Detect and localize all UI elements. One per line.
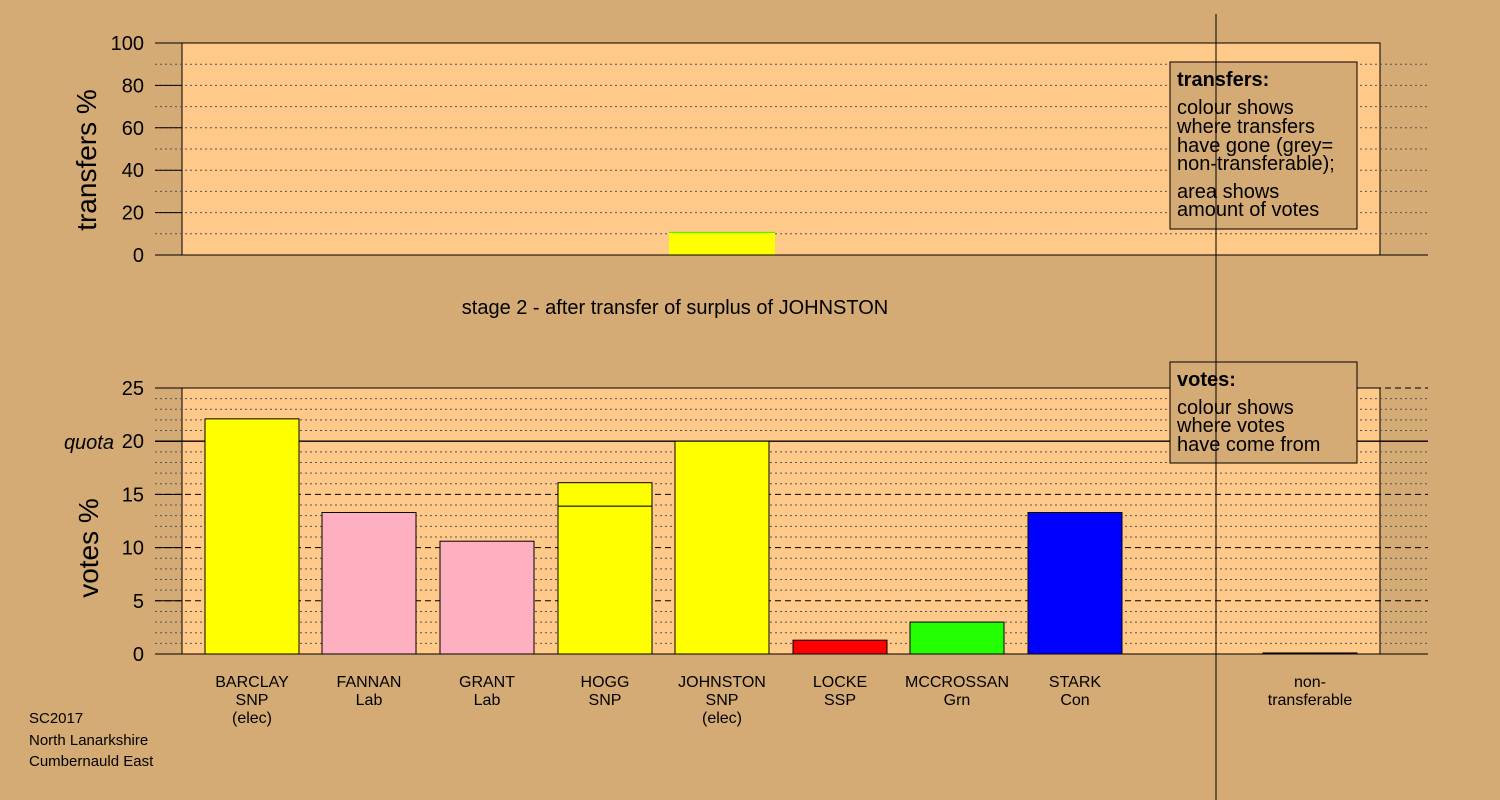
vote-bar-johnston	[674, 440, 770, 655]
candidate-party-label: SNP	[236, 692, 269, 709]
footer-line: Cumbernauld East	[29, 753, 154, 770]
candidate-name-label: FANNAN	[337, 674, 402, 691]
transfer-segment-snp	[669, 232, 775, 255]
transfers-y-tick-label: 20	[122, 203, 144, 225]
transfers-panel: 0 20 40 60 80 100 transfers % transfers: colo…	[71, 33, 1428, 267]
candidate-name-label: STARK	[1049, 674, 1101, 691]
transfers-legend-line: colour shows	[1177, 97, 1294, 119]
votes-legend-line: where votes	[1176, 415, 1285, 437]
vote-bar-hogg-transfer	[557, 482, 653, 507]
transfers-legend-title: transfers:	[1177, 69, 1269, 91]
votes-y-axis-label: votes %	[73, 498, 104, 598]
votes-y-tick-label: 15	[122, 484, 144, 506]
candidate-status-label: (elec)	[232, 710, 272, 727]
transfers-bars	[669, 231, 775, 255]
votes-y-tick-label: 25	[122, 378, 144, 400]
candidate-name-label: HOGG	[581, 674, 630, 691]
quota-label: quota	[64, 432, 114, 454]
nontransferable-label: transferable	[1268, 692, 1353, 709]
transfers-y-tick-label: 40	[122, 160, 144, 182]
candidate-name-label: LOCKE	[813, 674, 867, 691]
candidate-party-label: SNP	[589, 692, 622, 709]
transfers-y-axis-label: transfers %	[71, 89, 102, 231]
transfers-y-tick-label: 100	[111, 33, 144, 55]
vote-bar-barclay	[204, 418, 300, 655]
vote-bar-stark	[1027, 511, 1123, 655]
vote-bar-fannan	[321, 511, 417, 655]
candidate-name-label: BARCLAY	[215, 674, 289, 691]
vote-bar-mccrossan	[909, 621, 1005, 655]
votes-y-tick-label: 5	[133, 591, 144, 613]
transfers-y-tick-label: 0	[133, 245, 144, 267]
candidate-name-label: JOHNSTON	[678, 674, 766, 691]
candidate-labels: BARCLAYSNP(elec)FANNANLabGRANTLabHOGGSNP…	[215, 674, 1352, 727]
transfers-y-tick-label: 80	[122, 75, 144, 97]
transfers-legend-line: area shows	[1177, 181, 1279, 203]
transfers-legend: transfers: colour shows where transfers …	[1169, 61, 1358, 230]
votes-y-ticks: 0 5 10 15 20 25	[122, 378, 182, 666]
votes-legend-line: colour shows	[1177, 397, 1294, 419]
candidate-name-label: GRANT	[459, 674, 515, 691]
transfer-segment-grn	[669, 231, 775, 233]
vote-bar-locke	[792, 639, 888, 655]
votes-y-tick-label: 10	[122, 538, 144, 560]
candidate-party-label: Grn	[944, 692, 971, 709]
candidate-party-label: Lab	[474, 692, 501, 709]
nontransferable-label: non-	[1294, 674, 1326, 691]
votes-bars	[204, 418, 1358, 655]
vote-bar-hogg	[557, 505, 653, 655]
candidate-party-label: Con	[1060, 692, 1089, 709]
footer-line: SC2017	[29, 710, 83, 727]
footer: SC2017 North Lanarkshire Cumbernauld Eas…	[29, 710, 154, 770]
candidate-status-label: (elec)	[702, 710, 742, 727]
stage-caption: stage 2 - after transfer of surplus of J…	[462, 297, 888, 319]
candidate-name-label: MCCROSSAN	[905, 674, 1009, 691]
candidate-party-label: SSP	[824, 692, 856, 709]
transfers-y-ticks: 0 20 40 60 80 100	[111, 33, 182, 267]
candidate-party-label: Lab	[356, 692, 383, 709]
votes-y-tick-label: 20	[122, 431, 144, 453]
candidate-party-label: SNP	[706, 692, 739, 709]
transfers-y-tick-label: 60	[122, 118, 144, 140]
footer-line: North Lanarkshire	[29, 732, 148, 749]
transfers-legend-line: amount of votes	[1177, 199, 1319, 221]
votes-legend: votes: colour shows where votes have com…	[1169, 361, 1358, 464]
votes-legend-title: votes:	[1177, 369, 1236, 391]
vote-bar-grant	[439, 540, 535, 655]
votes-y-tick-label: 0	[133, 644, 144, 666]
transfers-legend-line: where transfers	[1176, 116, 1315, 138]
votes-legend-line: have come from	[1177, 434, 1320, 456]
transfers-legend-line: non-transferable);	[1177, 153, 1335, 175]
